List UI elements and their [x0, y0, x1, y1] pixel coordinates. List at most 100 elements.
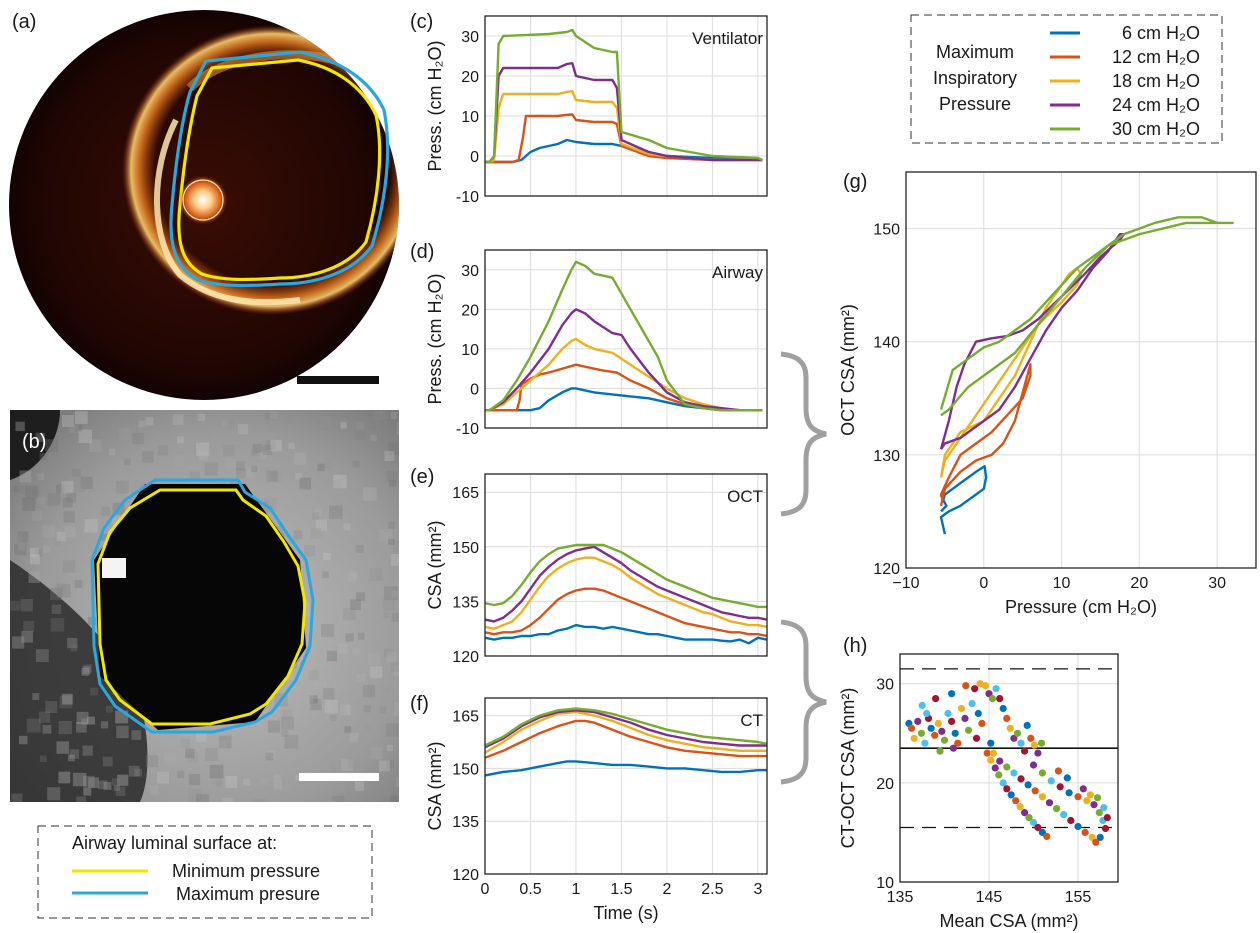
ct-speckle: [315, 519, 327, 531]
ct-speckle: [56, 484, 65, 493]
x-tick-label: 3: [753, 881, 762, 898]
panel-label-a: (a): [12, 11, 36, 33]
scatter-point: [991, 764, 999, 772]
ct-speckle: [379, 410, 388, 420]
ct-speckle: [102, 756, 113, 767]
legend-surface-box: [37, 825, 373, 919]
scatter-point: [1096, 833, 1104, 842]
ct-speckle: [56, 741, 69, 754]
ct-speckle: [100, 721, 109, 729]
plot-frame: [484, 249, 768, 429]
series-line-3: [485, 545, 767, 623]
ct-speckle: [271, 471, 282, 483]
corner-label: OCT: [727, 487, 763, 506]
ct-speckle: [390, 662, 399, 672]
chart-oct-csa: 120 135 150 165 OCT CSA (mm²): [425, 473, 768, 666]
brace-airway-oct: [780, 351, 827, 517]
scatter-point: [1023, 721, 1031, 730]
ct-speckle: [330, 714, 337, 722]
scatter-point: [999, 704, 1007, 713]
y-axis-label: CSA (mm²): [425, 521, 445, 610]
ct-speckle: [387, 745, 394, 751]
scatter-point: [989, 749, 998, 757]
ct-speckle: [282, 709, 292, 720]
scatter-point: [1013, 729, 1022, 737]
ct-speckle: [308, 670, 319, 680]
ct-speckle: [90, 687, 98, 696]
ct-speckle: [164, 752, 177, 765]
panel-label-g: (g): [843, 171, 867, 193]
data-marks: [900, 668, 1118, 846]
ct-speckle: [138, 420, 146, 428]
ct-speckle: [22, 497, 36, 511]
scatter-point: [1065, 789, 1073, 797]
ct-speckle: [84, 519, 98, 533]
ct-speckle: [116, 725, 129, 739]
corner-label: Airway: [712, 263, 764, 282]
series-line-1: [485, 719, 767, 759]
scatter-point: [948, 690, 956, 698]
ct-speckle: [75, 424, 83, 432]
ct-speckle: [340, 422, 347, 429]
scatter-point: [940, 736, 949, 744]
ct-speckle: [50, 618, 65, 632]
scatter-point: [1029, 761, 1038, 769]
ct-speckle: [225, 419, 235, 428]
ct-speckle: [111, 778, 120, 786]
ct-speckle: [14, 543, 27, 555]
ct-speckle: [222, 798, 234, 802]
ct-speckle: [53, 538, 61, 546]
ct-speckle: [51, 604, 62, 614]
scatter-point: [1079, 785, 1087, 793]
x-tick-label: 10: [1053, 575, 1071, 592]
legend-pressure: Maximum Inspiratory Pressure 6 cm H₂O 12 …: [910, 14, 1223, 144]
ct-speckle: [80, 476, 93, 490]
ct-speckle: [76, 711, 89, 724]
ct-speckle: [267, 720, 281, 733]
ct-speckle: [333, 479, 342, 489]
scatter-point: [1056, 783, 1064, 791]
scatter-point: [931, 731, 939, 739]
y-tick-label: 130: [873, 448, 900, 465]
y-tick-label: 10: [461, 109, 479, 126]
panel-label-f: (f): [410, 693, 429, 715]
ct-contour-max: [90, 478, 315, 734]
scatter-point: [914, 717, 922, 726]
ct-speckle: [12, 636, 25, 649]
ct-speckle: [40, 755, 47, 763]
scatter-point: [1074, 822, 1082, 831]
ct-speckle: [396, 422, 399, 435]
plot-frame: [484, 697, 768, 875]
ct-speckle: [379, 706, 387, 714]
y-tick-label: 120: [873, 561, 900, 578]
scatter-point: [961, 714, 969, 723]
x-axis-label: Time (s): [593, 903, 658, 923]
scatter-point: [1031, 787, 1039, 795]
y-tick-label: 120: [452, 867, 479, 884]
ct-speckle: [35, 649, 49, 663]
ct-speckle: [309, 695, 318, 704]
ct-speckle: [34, 549, 43, 558]
y-tick-label: 20: [876, 776, 894, 793]
legend-label: 24 cm H₂O: [1112, 95, 1200, 115]
ct-speckle: [19, 470, 32, 483]
ct-speckle: [304, 693, 314, 703]
ct-speckle: [273, 774, 281, 782]
ct-speckle: [124, 458, 131, 466]
scatter-point: [988, 695, 997, 703]
ct-speckle: [66, 492, 77, 503]
y-tick-label: -10: [456, 421, 479, 438]
ct-speckle: [262, 445, 273, 455]
scatter-point: [1010, 769, 1018, 777]
scatter-point: [1037, 739, 1046, 747]
ct-speckle: [354, 428, 366, 440]
y-tick-label: 165: [452, 485, 479, 502]
scatter-point: [972, 734, 981, 742]
ct-speckle: [63, 511, 75, 523]
ct-speckle: [125, 490, 132, 497]
ct-speckle: [370, 434, 377, 441]
ct-speckle: [273, 781, 282, 790]
ct-speckle: [190, 471, 200, 482]
ct-speckle: [343, 523, 351, 531]
ct-speckle: [42, 525, 55, 538]
